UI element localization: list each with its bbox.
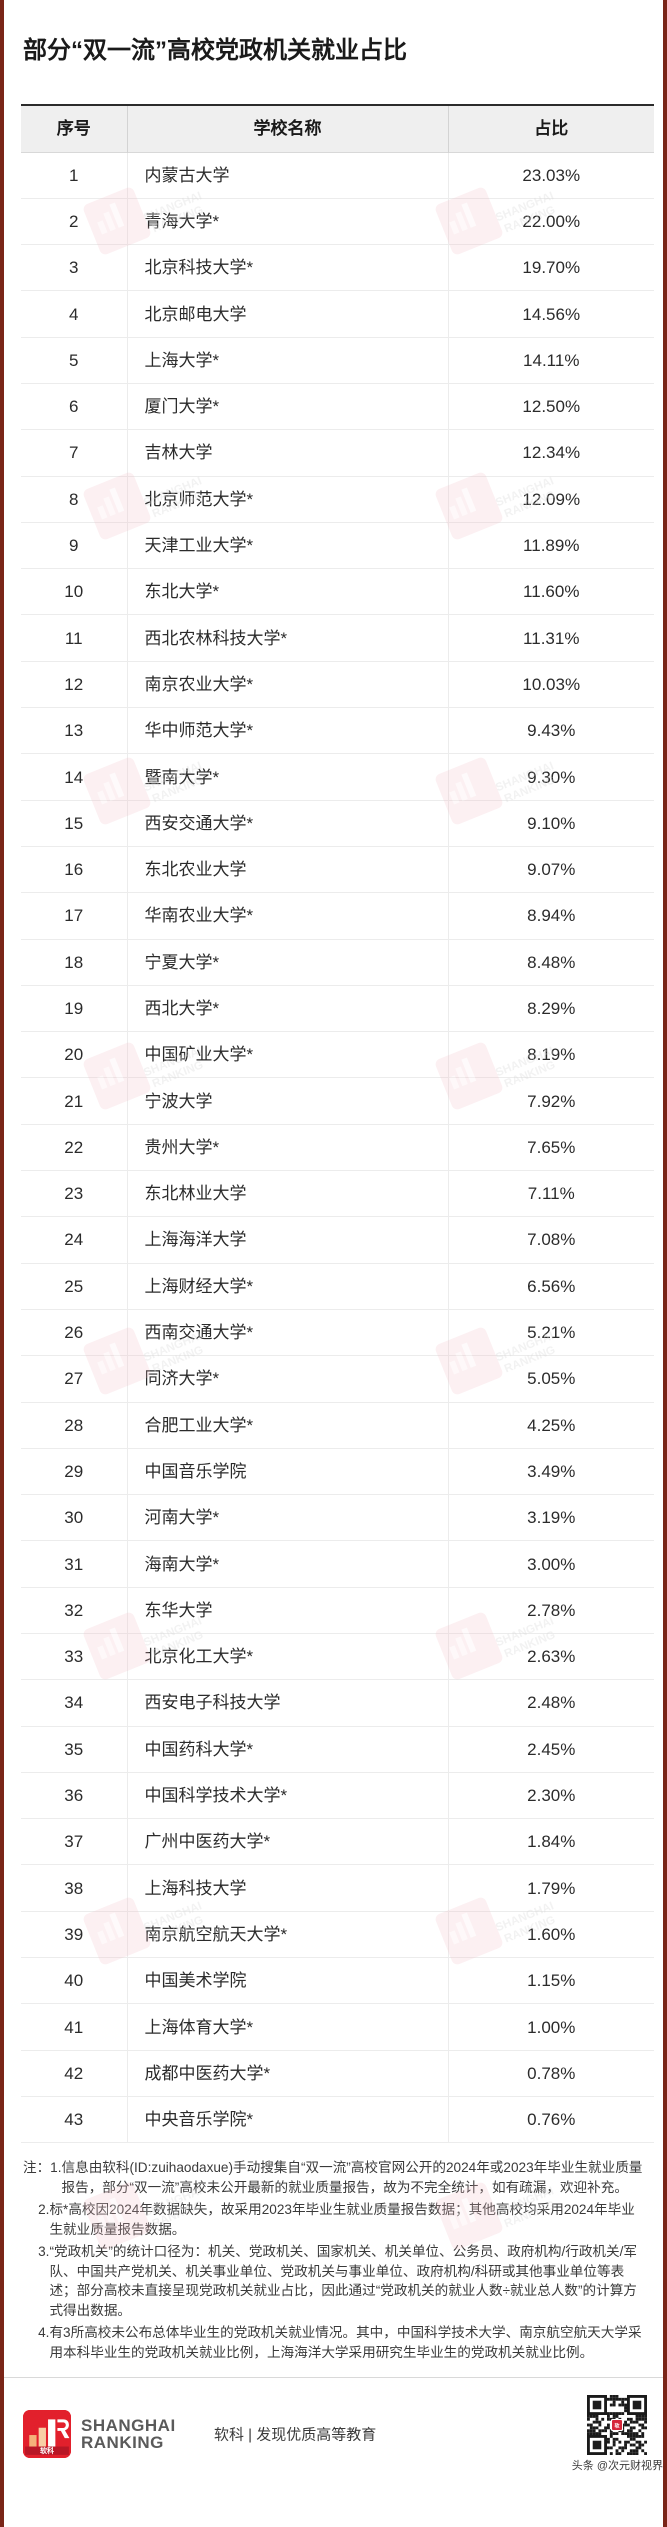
svg-text:软科: 软科 bbox=[40, 2446, 54, 2455]
